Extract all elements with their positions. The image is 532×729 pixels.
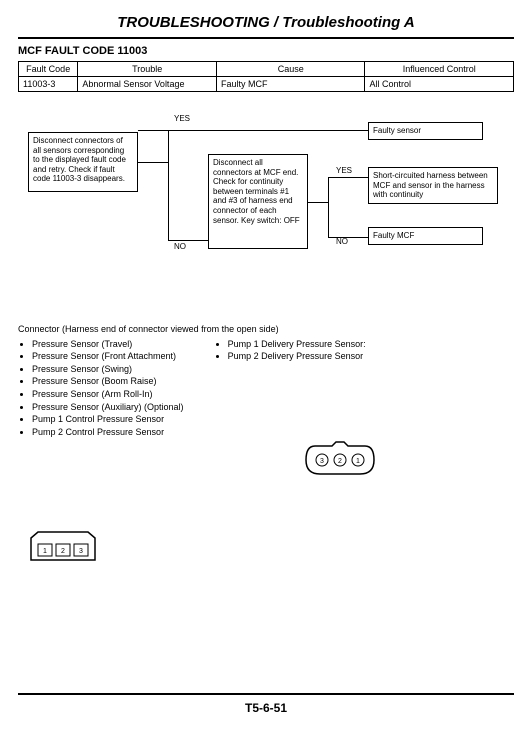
- list-item: Pump 1 Delivery Pressure Sensor:: [228, 338, 366, 351]
- flow-box-short: Short-circuited harness between MCF and …: [368, 167, 498, 204]
- page-number: T5-6-51: [0, 701, 532, 715]
- flow-line: [328, 237, 368, 238]
- cell-trouble: Abnormal Sensor Voltage: [78, 77, 217, 92]
- section-title: MCF FAULT CODE 11003: [18, 45, 514, 57]
- list-item: Pressure Sensor (Arm Roll-In): [32, 388, 184, 401]
- fault-code-table: Fault Code Trouble Cause Influenced Cont…: [18, 61, 514, 92]
- right-sensor-list: Pump 1 Delivery Pressure Sensor:Pump 2 D…: [214, 338, 366, 439]
- list-item: Pressure Sensor (Auxiliary) (Optional): [32, 401, 184, 414]
- flow-line: [138, 162, 168, 163]
- flow-line: [328, 177, 329, 237]
- table-row: 11003-3 Abnormal Sensor Voltage Faulty M…: [19, 77, 514, 92]
- flow-line: [168, 240, 208, 241]
- pin-2: 2: [61, 548, 65, 555]
- pin-3: 3: [79, 548, 83, 555]
- col-influenced: Influenced Control: [365, 62, 514, 77]
- flow-label: YES: [336, 166, 352, 175]
- list-item: Pressure Sensor (Front Attachment): [32, 350, 184, 363]
- flow-label: YES: [174, 114, 190, 123]
- pin-1: 1: [356, 458, 360, 465]
- list-item: Pump 1 Control Pressure Sensor: [32, 413, 184, 426]
- flowchart: Disconnect connectors of all sensors cor…: [18, 112, 514, 312]
- connector-right-icon: 3 2 1: [300, 440, 380, 482]
- pin-3: 3: [320, 458, 324, 465]
- page-header: TROUBLESHOOTING / Troubleshooting A: [18, 10, 514, 37]
- flow-box-start: Disconnect connectors of all sensors cor…: [28, 132, 138, 192]
- pin-1: 1: [43, 548, 47, 555]
- flow-line: [308, 202, 328, 203]
- flow-box-faulty-mcf: Faulty MCF: [368, 227, 483, 245]
- list-item: Pressure Sensor (Travel): [32, 338, 184, 351]
- pin-2: 2: [338, 458, 342, 465]
- flow-label: NO: [174, 242, 186, 251]
- connector-left-icon: 1 2 3: [28, 530, 98, 568]
- list-item: Pump 2 Delivery Pressure Sensor: [228, 350, 366, 363]
- connector-heading: Connector (Harness end of connector view…: [18, 324, 514, 336]
- col-trouble: Trouble: [78, 62, 217, 77]
- page-footer: T5-6-51: [0, 693, 532, 715]
- flow-line: [138, 130, 368, 131]
- flow-line: [328, 177, 368, 178]
- flow-box-mid: Disconnect all connectors at MCF end. Ch…: [208, 154, 308, 249]
- col-cause: Cause: [216, 62, 365, 77]
- list-item: Pressure Sensor (Swing): [32, 363, 184, 376]
- left-sensor-list: Pressure Sensor (Travel)Pressure Sensor …: [18, 338, 184, 439]
- cell-fault-code: 11003-3: [19, 77, 78, 92]
- header-rule: [18, 37, 514, 39]
- cell-influenced: All Control: [365, 77, 514, 92]
- flow-line: [168, 130, 169, 240]
- cell-cause: Faulty MCF: [216, 77, 365, 92]
- col-fault-code: Fault Code: [19, 62, 78, 77]
- list-item: Pump 2 Control Pressure Sensor: [32, 426, 184, 439]
- flow-label: NO: [336, 237, 348, 246]
- list-item: Pressure Sensor (Boom Raise): [32, 375, 184, 388]
- flow-box-faulty-sensor: Faulty sensor: [368, 122, 483, 140]
